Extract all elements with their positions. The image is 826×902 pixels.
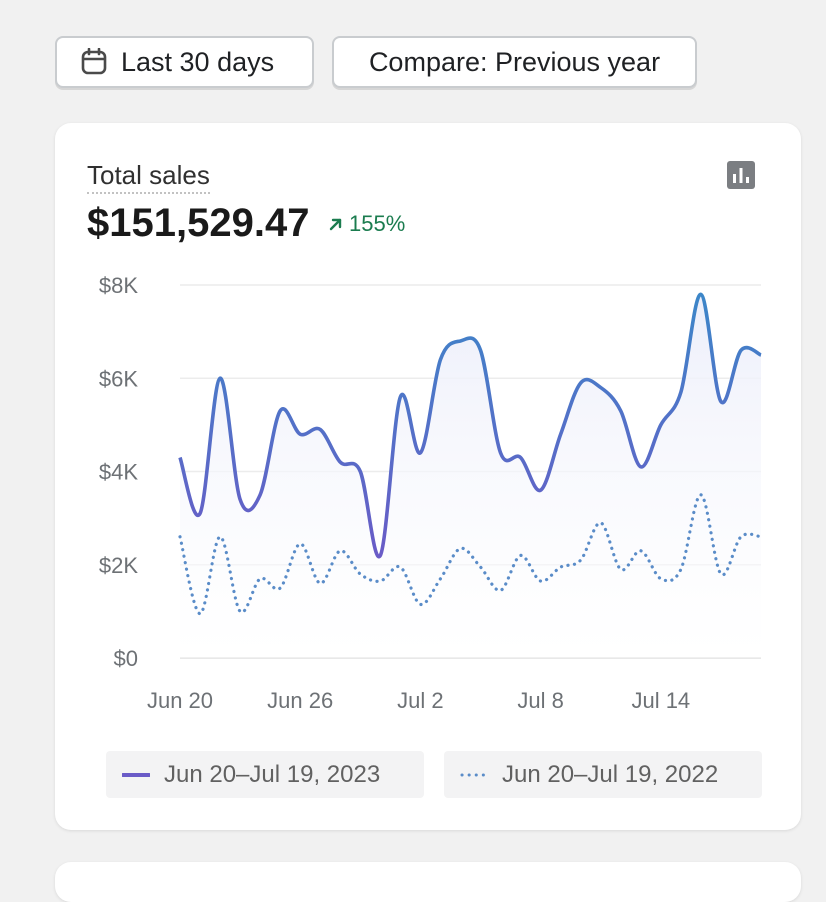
y-tick-label: $0: [114, 646, 138, 671]
total-sales-card: Total sales $151,529.47 155% $: [55, 123, 801, 830]
y-tick-label: $4K: [99, 460, 138, 485]
legend-dotted-line: [460, 773, 488, 776]
x-tick-label: Jun 20: [147, 688, 213, 713]
date-range-label: Last 30 days: [121, 46, 275, 77]
y-tick-label: $2K: [99, 553, 138, 578]
x-tick-label: Jul 2: [397, 688, 443, 713]
y-tick-label: $6K: [99, 366, 138, 391]
arrow-up-right-icon: [329, 218, 342, 231]
bar-chart-icon: [733, 168, 749, 183]
change-percent: 155%: [349, 211, 406, 236]
legend-item-previous[interactable]: Jun 20–Jul 19, 2022: [444, 751, 762, 798]
next-card: [55, 862, 801, 902]
series-area-current: [180, 294, 761, 658]
date-range-button[interactable]: Last 30 days: [55, 36, 314, 88]
metric-label[interactable]: Total sales: [87, 161, 210, 194]
legend-label-previous: Jun 20–Jul 19, 2022: [502, 760, 719, 788]
compare-button[interactable]: Compare: Previous year: [332, 36, 697, 88]
x-tick-label: Jul 8: [517, 688, 563, 713]
x-tick-label: Jul 14: [631, 688, 690, 713]
metric-value: $151,529.47: [87, 201, 310, 245]
x-tick-label: Jun 26: [267, 688, 333, 713]
sales-line-chart: $0 $2K $4K $6K $8K Jun 20 Jun 26 Jul 2 Jul 8 Jul …: [99, 273, 763, 713]
legend-label-current: Jun 20–Jul 19, 2023: [164, 760, 381, 788]
series-line-previous: [178, 493, 763, 616]
y-tick-label: $8K: [99, 273, 138, 298]
series-line-current: [178, 292, 762, 559]
legend-item-current[interactable]: Jun 20–Jul 19, 2023: [106, 751, 424, 798]
compare-label: Compare: Previous year: [368, 46, 661, 77]
legend-solid-line: [122, 772, 150, 777]
change-indicator: 155%: [329, 211, 405, 237]
chart-type-button[interactable]: [727, 161, 755, 189]
calendar-icon: [81, 48, 107, 75]
